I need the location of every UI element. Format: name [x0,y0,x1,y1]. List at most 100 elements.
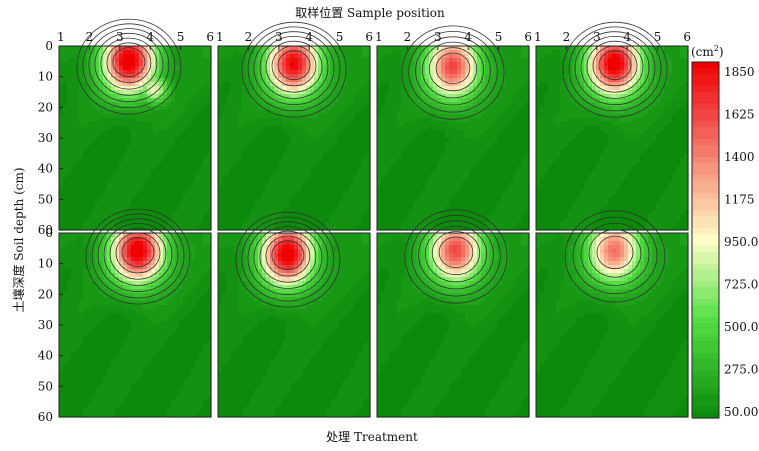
contour-cell [354,226,359,231]
contour-cell [274,58,279,63]
contour-cell [338,122,343,127]
contour-cell [330,66,335,71]
contour-cell [334,226,339,231]
contour-cell [179,194,184,199]
contour-cell [477,170,482,175]
contour-cell [139,82,144,87]
contour-cell [79,134,84,139]
contour-cell [397,82,402,87]
contour-cell [282,166,287,171]
contour-cell [199,194,204,199]
contour-cell [79,158,84,163]
contour-cell [473,194,478,199]
contour-cell [294,198,299,203]
contour-cell [258,122,263,127]
contour-cell [207,118,212,123]
contour-cell [111,154,116,159]
contour-cell [262,82,267,87]
contour-cell [242,218,247,223]
contour-cell [159,126,164,131]
contour-cell [366,74,371,79]
contour-cell [203,222,208,227]
contour-cell [143,154,148,159]
contour-cell [175,162,180,167]
contour-cell [405,134,410,139]
contour-cell [123,146,128,151]
contour-cell [413,134,418,139]
contour-cell [346,178,351,183]
contour-cell [127,186,132,191]
contour-cell [346,138,351,143]
contour-cell [131,70,136,75]
contour-cell [342,90,347,95]
contour-cell [318,162,323,167]
contour-cell [238,186,243,191]
contour-cell [167,226,172,231]
contour-cell [171,194,176,199]
contour-cell [278,54,283,59]
contour-cell [238,174,243,179]
contour-cell [437,74,442,79]
contour-cell [266,178,271,183]
contour-cell [334,74,339,79]
contour-cell [405,182,410,187]
contour-cell [417,46,422,51]
contour-cell [230,54,235,59]
contour-cell [147,82,152,87]
contour-cell [143,218,148,223]
contour-cell [75,202,80,207]
contour-cell [461,214,466,219]
contour-cell [218,98,223,103]
contour-cell [354,106,359,111]
contour-cell [218,54,223,59]
contour-cell [286,86,291,91]
contour-cell [222,82,227,87]
contour-cell [191,70,196,75]
contour-cell [139,150,144,155]
contour-cell [226,66,231,71]
contour-cell [63,150,68,155]
contour-cell [151,182,156,187]
contour-cell [131,134,136,139]
contour-cell [183,146,188,151]
contour-cell [286,150,291,155]
contour-cell [477,222,482,227]
contour-cell [155,146,160,151]
contour-cell [67,126,72,131]
contour-cell [409,74,414,79]
contour-cell [354,78,359,83]
contour-cell [326,110,331,115]
contour-cell [238,134,243,139]
contour-cell [123,182,128,187]
contour-cell [79,46,84,51]
contour-cell [111,142,116,147]
contour-cell [298,94,303,99]
contour-cell [151,122,156,127]
contour-cell [294,50,299,55]
contour-cell [131,118,136,123]
contour-cell [155,50,160,55]
contour-cell [489,110,494,115]
contour-cell [83,98,88,103]
contour-cell [274,122,279,127]
contour-cell [350,186,355,191]
contour-cell [409,110,414,115]
contour-cell [413,90,418,95]
contour-cell [151,174,156,179]
contour-cell [330,218,335,223]
contour-cell [199,134,204,139]
contour-cell [425,106,430,111]
contour-cell [195,54,200,59]
contour-cell [425,182,430,187]
contour-cell [183,154,188,159]
contour-cell [481,54,486,59]
contour-cell [493,206,498,211]
contour-cell [362,146,367,151]
contour-cell [123,130,128,135]
contour-cell [226,98,231,103]
contour-cell [433,226,438,231]
contour-cell [290,166,295,171]
contour-cell [405,110,410,115]
contour-cell [67,142,72,147]
contour-cell [107,46,112,51]
